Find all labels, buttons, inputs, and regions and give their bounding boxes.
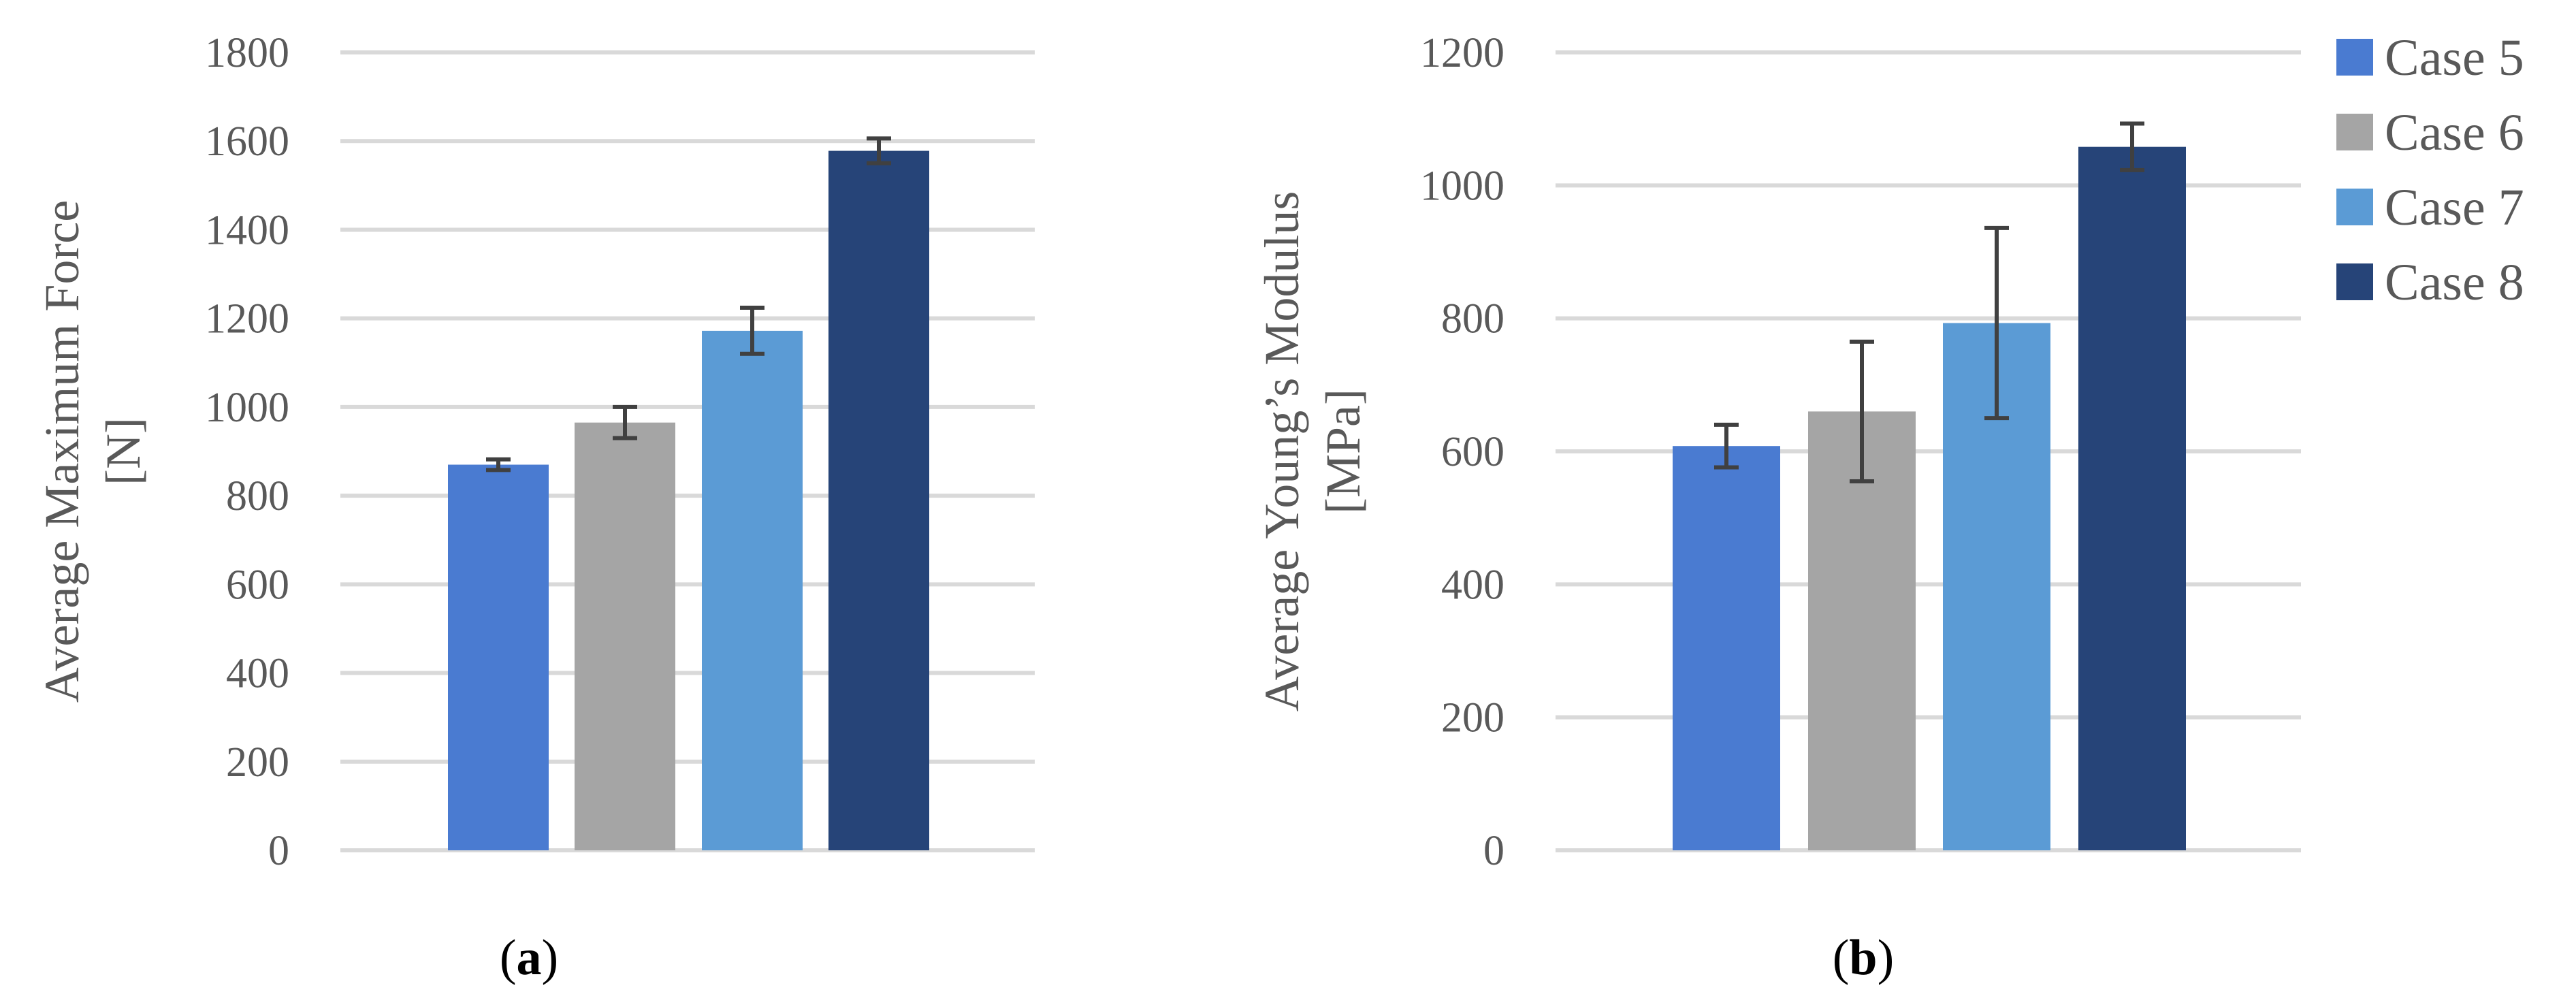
chart-a-ytick-label: 1000 <box>205 385 289 431</box>
chart-a-ytick-label: 800 <box>226 473 289 519</box>
legend-label: Case 7 <box>2385 179 2524 236</box>
legend-label: Case 8 <box>2385 254 2524 311</box>
legend-item-case-7: Case 7 <box>2336 179 2524 236</box>
chart-b-bar-case-8 <box>2078 146 2186 851</box>
legend-item-case-6: Case 6 <box>2336 104 2524 161</box>
chart-b-error-bar-2 <box>1850 339 1874 483</box>
chart-b-y-axis-title: Average Young’s Modulus <box>1255 191 1309 712</box>
chart-a-ytick-label: 200 <box>226 739 289 786</box>
chart-a-ytick-label: 1600 <box>205 118 289 165</box>
legend-swatch <box>2336 263 2373 300</box>
chart-b-ytick-label: 1200 <box>1420 30 1504 76</box>
chart-a-ytick-label: 400 <box>226 651 289 697</box>
chart-b-error-bar-1 <box>1714 422 1739 470</box>
chart-b-error-bar-3 <box>1984 225 2009 421</box>
legend-label: Case 6 <box>2385 104 2524 161</box>
chart-b-bar-case-5 <box>1673 446 1780 850</box>
chart-b-ytick-label: 1000 <box>1420 163 1504 209</box>
chart-a-bar-case-7 <box>702 330 803 850</box>
chart-a: 0 200 400 600 800 1000 1200 1400 1600 1800 Average… <box>35 30 1035 986</box>
chart-b-ytick-label: 600 <box>1441 429 1504 475</box>
legend-swatch <box>2336 39 2373 76</box>
chart-a-error-bar-1 <box>486 457 511 472</box>
legend-swatch <box>2336 114 2373 150</box>
chart-b-y-axis-unit: [MPa] <box>1316 389 1370 514</box>
chart-a-bar-case-8 <box>828 150 929 851</box>
chart-a-bar-case-6 <box>575 422 675 850</box>
chart-a-error-bar-3 <box>740 306 764 356</box>
legend: Case 5 Case 6 Case 7 Case 8 <box>2336 29 2524 311</box>
chart-b-ytick-label: 0 <box>1483 828 1504 874</box>
legend-item-case-5: Case 5 <box>2336 29 2524 86</box>
legend-label: Case 5 <box>2385 29 2524 86</box>
chart-a-ytick-label: 1200 <box>205 296 289 342</box>
chart-a-ytick-label: 1400 <box>205 207 289 253</box>
chart-b-ytick-label: 800 <box>1441 296 1504 342</box>
chart-a-error-bar-2 <box>613 404 637 440</box>
chart-a-error-bar-4 <box>867 136 891 165</box>
chart-a-y-axis-unit: [N] <box>96 417 150 485</box>
chart-b-ytick-label: 200 <box>1441 695 1504 741</box>
chart-b-error-bar-4 <box>2120 121 2144 172</box>
chart-a-ytick-label: 600 <box>226 562 289 608</box>
chart-b-ytick-label: 400 <box>1441 562 1504 608</box>
chart-b-panel-label: (b) <box>1833 930 1894 986</box>
chart-a-ytick-label: 1800 <box>205 30 289 76</box>
legend-item-case-8: Case 8 <box>2336 254 2524 311</box>
legend-swatch <box>2336 189 2373 225</box>
chart-b-bar-case-6 <box>1808 411 1916 850</box>
chart-a-panel-label: (a) <box>500 930 558 986</box>
chart-a-y-axis-title: Average Maximum Force <box>35 200 89 703</box>
chart-a-bar-case-5 <box>448 464 549 850</box>
chart-a-ytick-label: 0 <box>268 828 289 874</box>
chart-b: 0 200 400 600 800 1000 1200 Average Young’s Mod… <box>1255 30 2301 986</box>
